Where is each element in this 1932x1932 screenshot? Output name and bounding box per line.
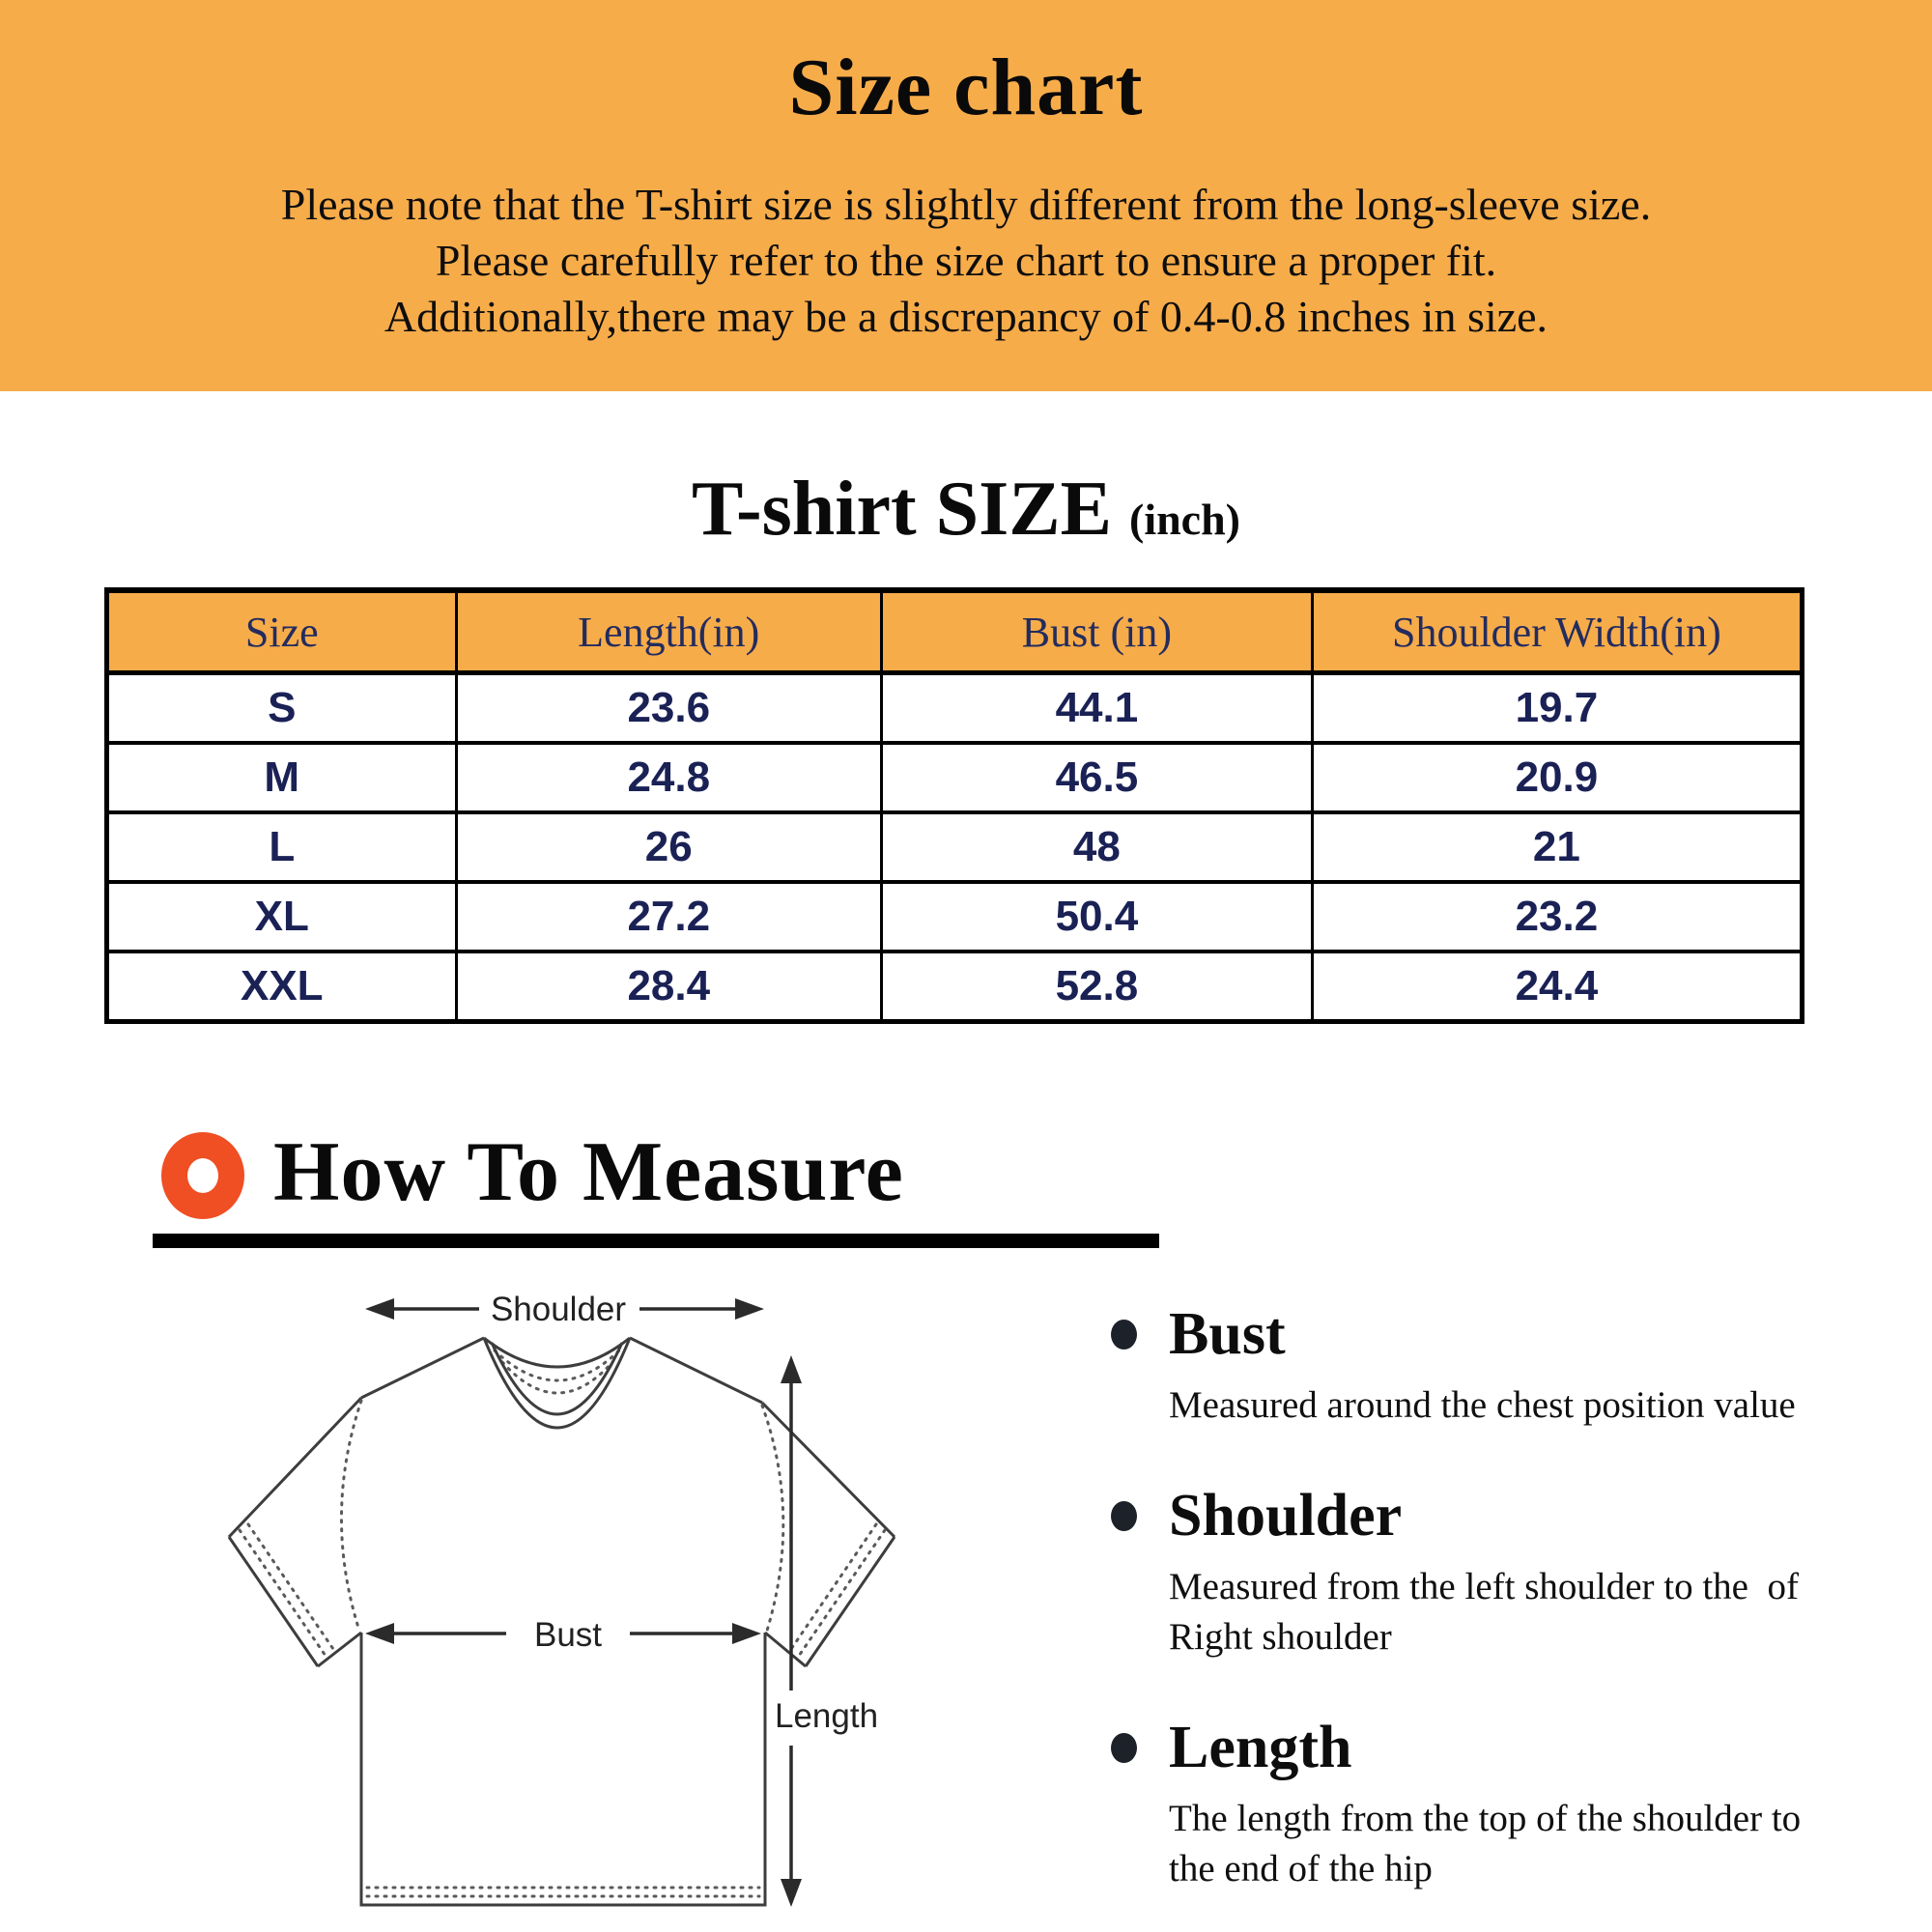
banner-note-line-1: Please note that the T-shirt size is sli… bbox=[280, 180, 1652, 229]
length-arrow: Length bbox=[775, 1355, 878, 1907]
list-item-shoulder: Shoulder Measured from the left shoulder… bbox=[1111, 1484, 1893, 1662]
cell-length: 24.8 bbox=[454, 741, 884, 814]
shoulder-arrow: Shoulder bbox=[365, 1291, 764, 1328]
banner-note-line-3: Additionally,there may be a discrepancy … bbox=[384, 292, 1548, 341]
size-table-header-row: Size Length(in) Bust (in) Shoulder Width… bbox=[105, 587, 1804, 675]
cell-length: 27.2 bbox=[454, 880, 884, 953]
cell-size: M bbox=[105, 741, 458, 814]
tshirt-diagram: Shoulder bbox=[135, 1265, 947, 1932]
banner: Size chart Please note that the T-shirt … bbox=[0, 0, 1932, 391]
tshirt-body bbox=[359, 1633, 767, 1907]
length-description: The length from the top of the shoulder … bbox=[1169, 1798, 1810, 1889]
table-row: XXL 28.4 52.8 24.4 bbox=[105, 950, 1804, 1024]
tshirt-diagram-svg: Shoulder bbox=[227, 1291, 896, 1907]
left-sleeve bbox=[227, 1396, 363, 1668]
cell-length: 23.6 bbox=[454, 671, 884, 745]
cell-bust: 44.1 bbox=[880, 671, 1314, 745]
shoulder-description: Measured from the left shoulder to the o… bbox=[1169, 1566, 1808, 1658]
bust-description: Measured around the chest position value bbox=[1169, 1383, 1796, 1426]
cell-shoulder: 23.2 bbox=[1310, 880, 1804, 953]
title-underline bbox=[153, 1234, 1159, 1248]
cell-size: L bbox=[105, 810, 458, 884]
how-to-measure-title: How To Measure bbox=[273, 1125, 904, 1219]
cell-shoulder: 20.9 bbox=[1310, 741, 1804, 814]
length-label: Length bbox=[775, 1697, 878, 1735]
cell-shoulder: 19.7 bbox=[1310, 671, 1804, 745]
left-shoulder-line bbox=[360, 1336, 485, 1400]
cell-bust: 48 bbox=[880, 810, 1314, 884]
size-table-title-text: T-shirt SIZE bbox=[692, 467, 1112, 552]
column-header-length: Length(in) bbox=[454, 587, 884, 675]
size-table-title: T-shirt SIZE (inch) bbox=[0, 466, 1932, 554]
list-item-length: Length The length from the top of the sh… bbox=[1111, 1716, 1893, 1893]
cell-bust: 52.8 bbox=[880, 950, 1314, 1024]
cell-size: XXL bbox=[105, 950, 458, 1024]
size-table: Size Length(in) Bust (in) Shoulder Width… bbox=[104, 587, 1804, 1024]
cell-size: S bbox=[105, 671, 458, 745]
cell-shoulder: 21 bbox=[1310, 810, 1804, 884]
list-item-bust: Bust Measured around the chest position … bbox=[1111, 1302, 1893, 1430]
bust-label: Bust bbox=[534, 1616, 602, 1654]
size-table-unit: (inch) bbox=[1129, 495, 1240, 544]
table-row: L 26 48 21 bbox=[105, 810, 1804, 884]
right-shoulder-line bbox=[629, 1336, 763, 1405]
bullet-dot-icon bbox=[1111, 1501, 1137, 1532]
banner-note: Please note that the T-shirt size is sli… bbox=[0, 177, 1932, 345]
table-row: S 23.6 44.1 19.7 bbox=[105, 671, 1804, 745]
bust-arrow: Bust bbox=[365, 1616, 761, 1654]
target-ring-icon bbox=[161, 1132, 244, 1219]
cell-bust: 46.5 bbox=[880, 741, 1314, 814]
length-heading: Length bbox=[1169, 1715, 1352, 1781]
table-row: XL 27.2 50.4 23.2 bbox=[105, 880, 1804, 953]
banner-note-line-2: Please carefully refer to the size chart… bbox=[435, 236, 1497, 285]
cell-shoulder: 24.4 bbox=[1310, 950, 1804, 1024]
page-title: Size chart bbox=[788, 43, 1144, 132]
bullet-dot-icon bbox=[1111, 1733, 1137, 1764]
cell-bust: 50.4 bbox=[880, 880, 1314, 953]
right-sleeve bbox=[760, 1401, 896, 1668]
cell-size: XL bbox=[105, 880, 458, 953]
column-header-shoulder: Shoulder Width(in) bbox=[1310, 587, 1804, 675]
table-row: M 24.8 46.5 20.9 bbox=[105, 741, 1804, 814]
shoulder-heading: Shoulder bbox=[1169, 1483, 1403, 1549]
column-header-bust: Bust (in) bbox=[880, 587, 1314, 675]
bust-heading: Bust bbox=[1169, 1301, 1286, 1367]
measure-definitions: Bust Measured around the chest position … bbox=[1111, 1302, 1893, 1932]
collar bbox=[482, 1336, 632, 1430]
bullet-dot-icon bbox=[1111, 1319, 1137, 1350]
cell-length: 28.4 bbox=[454, 950, 884, 1024]
shoulder-label: Shoulder bbox=[491, 1291, 626, 1328]
column-header-size: Size bbox=[105, 587, 458, 675]
cell-length: 26 bbox=[454, 810, 884, 884]
